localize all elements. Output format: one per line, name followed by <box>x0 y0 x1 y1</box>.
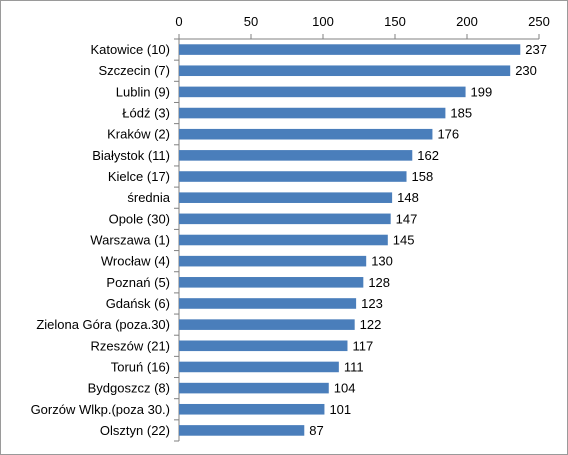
value-label: 101 <box>329 402 351 417</box>
category-label: Opole (30) <box>109 211 170 226</box>
value-label: 199 <box>471 84 493 99</box>
value-label: 104 <box>334 381 356 396</box>
bar <box>179 213 391 225</box>
bar <box>179 65 511 77</box>
bar <box>179 128 433 140</box>
value-label: 162 <box>417 148 439 163</box>
bar <box>179 192 393 203</box>
value-label: 176 <box>437 127 459 142</box>
value-label: 117 <box>352 338 373 353</box>
value-label: 130 <box>371 254 393 269</box>
value-label: 123 <box>361 296 383 311</box>
bar <box>179 234 388 246</box>
labels-layer: Katowice (10) 237 Szczecin (7) 230 Lublin (9… <box>31 42 547 438</box>
value-label: 87 <box>309 423 323 438</box>
category-label: Kielce (17) <box>108 169 170 184</box>
bar <box>179 255 367 267</box>
category-label: Bydgoszcz (8) <box>88 381 170 396</box>
category-label: średnia <box>127 190 170 205</box>
x-tick-label: 150 <box>384 14 406 29</box>
bar <box>179 277 364 288</box>
value-label: 148 <box>397 190 419 205</box>
bar <box>179 86 466 98</box>
category-label: Poznań (5) <box>106 275 170 290</box>
category-label: Kraków (2) <box>107 127 170 142</box>
bar <box>179 403 325 415</box>
value-label: 122 <box>360 317 382 332</box>
category-label: Białystok (11) <box>92 148 170 163</box>
bar <box>179 150 413 161</box>
bars-layer <box>179 44 521 436</box>
bar <box>179 340 348 352</box>
value-label: 230 <box>515 63 537 78</box>
axis-layer: 0 50 100 150 200 250 <box>174 14 550 442</box>
category-label: Rzeszów (21) <box>91 338 170 353</box>
category-label: Zielona Góra (poza.30) <box>36 317 170 332</box>
category-label: Toruń (16) <box>111 359 170 374</box>
value-label: 145 <box>393 233 415 248</box>
x-tick-label: 200 <box>456 14 478 29</box>
value-label: 111 <box>344 359 364 374</box>
x-tick-label: 50 <box>244 14 258 29</box>
bar <box>179 382 329 394</box>
bar <box>179 171 407 182</box>
category-label: Szczecin (7) <box>98 63 170 78</box>
value-label: 128 <box>368 275 390 290</box>
x-tick-label: 0 <box>175 14 182 29</box>
category-label: Wrocław (4) <box>101 254 170 269</box>
category-label: Gorzów Wlkp.(poza 30.) <box>31 402 170 417</box>
category-label: Gdańsk (6) <box>106 296 170 311</box>
category-label: Łódź (3) <box>122 106 170 121</box>
category-label: Olsztyn (22) <box>100 423 170 438</box>
value-label: 185 <box>450 106 472 121</box>
bar <box>179 44 521 55</box>
category-label: Warszawa (1) <box>90 233 170 248</box>
category-label: Katowice (10) <box>91 42 170 57</box>
x-tick-label: 250 <box>528 14 550 29</box>
value-label: 237 <box>525 42 547 57</box>
category-label: Lublin (9) <box>116 84 170 99</box>
bar <box>179 107 446 119</box>
value-label: 158 <box>412 169 434 184</box>
value-label: 147 <box>396 211 418 226</box>
bar <box>179 425 305 436</box>
bar <box>179 298 357 309</box>
bar <box>179 319 355 330</box>
bar <box>179 361 339 373</box>
x-tick-label: 100 <box>312 14 334 29</box>
